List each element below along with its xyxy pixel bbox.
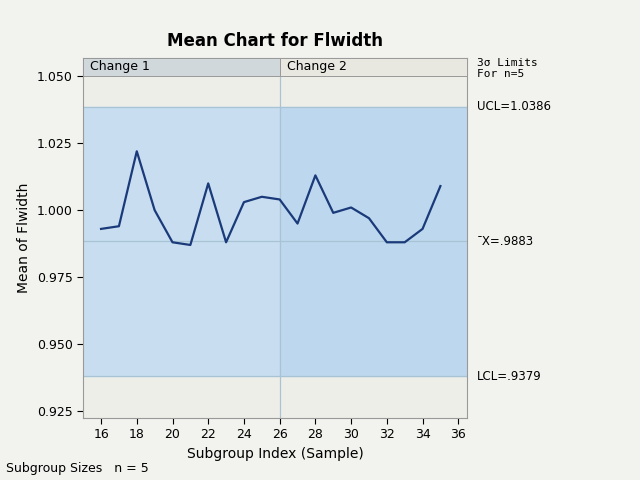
Title: Mean Chart for Flwidth: Mean Chart for Flwidth	[167, 33, 383, 50]
Text: 3σ Limits
For n=5: 3σ Limits For n=5	[477, 58, 538, 79]
Text: Subgroup Sizes   n = 5: Subgroup Sizes n = 5	[6, 462, 149, 475]
X-axis label: Subgroup Index (Sample): Subgroup Index (Sample)	[187, 446, 364, 461]
Text: UCL=1.0386: UCL=1.0386	[477, 100, 551, 113]
Text: ¯X=.9883: ¯X=.9883	[477, 235, 534, 248]
Text: Change 1: Change 1	[90, 60, 150, 73]
Bar	[83, 58, 280, 76]
Text: LCL=.9379: LCL=.9379	[477, 370, 541, 383]
Y-axis label: Mean of Flwidth: Mean of Flwidth	[17, 182, 31, 293]
Bar	[280, 58, 467, 76]
Text: Change 2: Change 2	[287, 60, 347, 73]
